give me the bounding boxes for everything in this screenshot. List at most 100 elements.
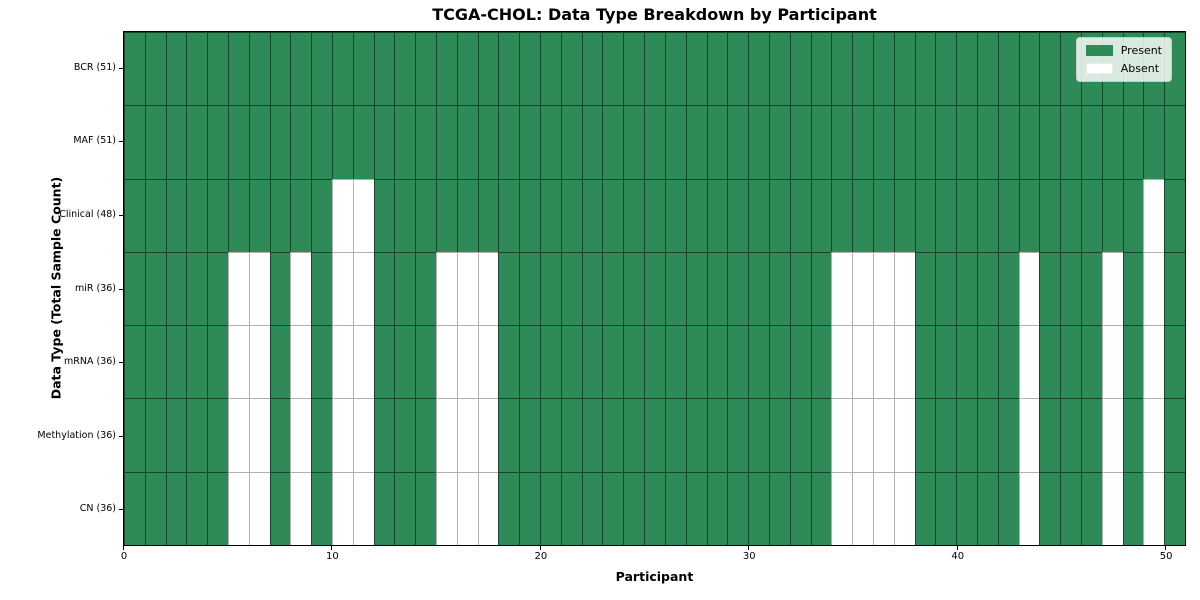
heatmap-cell [540, 251, 561, 326]
heatmap-cell [477, 398, 499, 472]
heatmap-cell [332, 325, 353, 399]
heatmap-cell [560, 178, 582, 252]
heatmap-cell [477, 32, 499, 106]
x-tick-label: 0 [120, 551, 128, 562]
heatmap-cell [1164, 398, 1185, 472]
heatmap-cell [124, 398, 145, 472]
heatmap-cell [456, 178, 478, 252]
heatmap-cell [997, 32, 1019, 106]
heatmap-cell [602, 325, 624, 399]
heatmap-cell [269, 251, 291, 326]
heatmap-cell [290, 32, 312, 106]
heatmap-cell [290, 251, 312, 326]
heatmap-cell [186, 178, 208, 252]
heatmap-cell [144, 325, 166, 399]
heatmap-cell [498, 471, 520, 545]
heatmap-cell [581, 178, 603, 252]
heatmap-cell [207, 398, 229, 472]
heatmap-cell [1080, 105, 1102, 179]
heatmap-cell [893, 178, 915, 252]
heatmap-cell [789, 32, 811, 106]
heatmap-cell [269, 325, 291, 399]
heatmap-cell [456, 105, 478, 179]
y-tick-mark [119, 509, 123, 511]
heatmap-cell [560, 32, 582, 106]
heatmap-cell [436, 105, 457, 179]
heatmap-cell [311, 471, 333, 545]
heatmap-cell [290, 325, 312, 399]
heatmap-cell [1060, 471, 1081, 545]
heatmap-cell [477, 251, 499, 326]
y-tick-label: mRNA (36) [64, 356, 116, 368]
heatmap-cell [852, 178, 873, 252]
heatmap-cell [1080, 398, 1102, 472]
heatmap-cell [872, 251, 894, 326]
heatmap-cell [997, 471, 1019, 545]
heatmap-cell [664, 398, 686, 472]
heatmap-cell [810, 32, 832, 106]
heatmap-cell [914, 178, 936, 252]
heatmap-cell [664, 251, 686, 326]
heatmap-cell [456, 471, 478, 545]
heatmap-cell [727, 398, 749, 472]
heatmap-cell [352, 105, 374, 179]
heatmap-cell [1101, 471, 1123, 545]
heatmap-cell [332, 251, 353, 326]
heatmap-cell [436, 251, 457, 326]
heatmap-cell [352, 398, 374, 472]
heatmap-cell [852, 325, 873, 399]
heatmap-cell [1101, 178, 1123, 252]
heatmap-cell [1164, 178, 1185, 252]
heatmap-cell [1018, 178, 1040, 252]
heatmap-cell [228, 251, 249, 326]
plot-area: Present Absent [123, 31, 1186, 546]
heatmap-cell [228, 325, 249, 399]
heatmap-cell [373, 398, 395, 472]
heatmap-cell [1039, 178, 1061, 252]
heatmap-cell [228, 105, 249, 179]
heatmap-cell [685, 398, 707, 472]
heatmap-cell [748, 251, 769, 326]
y-tick-mark [119, 67, 123, 69]
heatmap-cell [228, 398, 249, 472]
heatmap-cell [311, 325, 333, 399]
heatmap-cell [269, 178, 291, 252]
heatmap-cell [1164, 251, 1185, 326]
heatmap-cell [810, 178, 832, 252]
heatmap-cell [1018, 105, 1040, 179]
heatmap-cell [581, 251, 603, 326]
heatmap-cell [144, 178, 166, 252]
x-tick-mark [956, 546, 958, 550]
heatmap-cell [893, 32, 915, 106]
heatmap-cell [935, 251, 957, 326]
heatmap-cell [415, 32, 437, 106]
heatmap-cell [311, 178, 333, 252]
heatmap-cell [685, 178, 707, 252]
heatmap-cell [332, 105, 353, 179]
heatmap-cell [498, 178, 520, 252]
heatmap-cell [581, 398, 603, 472]
heatmap-cell [248, 105, 270, 179]
heatmap-cell [956, 178, 977, 252]
heatmap-cell [165, 325, 187, 399]
heatmap-cell [581, 471, 603, 545]
heatmap-cell [914, 398, 936, 472]
heatmap-cell [1101, 325, 1123, 399]
heatmap-cell [456, 398, 478, 472]
heatmap-cell [602, 178, 624, 252]
heatmap-cell [893, 251, 915, 326]
heatmap-cell [165, 251, 187, 326]
heatmap-cell [1164, 325, 1185, 399]
heatmap-cell [560, 251, 582, 326]
heatmap-cell [519, 398, 541, 472]
heatmap-cell [1039, 471, 1061, 545]
heatmap-cell [311, 105, 333, 179]
heatmap-cell [727, 32, 749, 106]
heatmap-cell [456, 32, 478, 106]
heatmap-cell [956, 471, 977, 545]
heatmap-cell [394, 398, 416, 472]
heatmap-cell [810, 471, 832, 545]
heatmap-cell [352, 325, 374, 399]
heatmap-cell [436, 32, 457, 106]
heatmap-cell [1039, 251, 1061, 326]
